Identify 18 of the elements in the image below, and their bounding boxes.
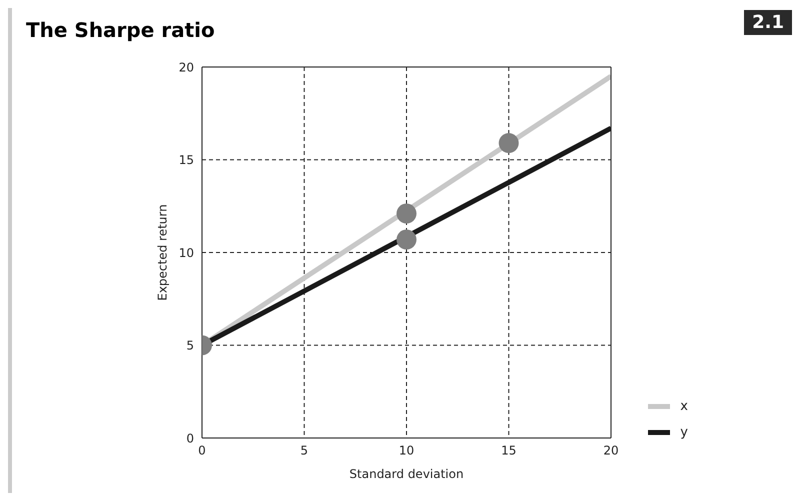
- x-tick-label: 10: [398, 444, 414, 458]
- point: [396, 230, 416, 250]
- y-axis-title: Expected return: [155, 204, 170, 301]
- x-tick-label: 20: [603, 444, 619, 458]
- chart-title: The Sharpe ratio: [26, 18, 215, 42]
- legend-label: y: [680, 424, 688, 440]
- y-tick-label: 5: [186, 338, 194, 353]
- x-tick-label: 5: [300, 444, 308, 458]
- y-tick-label: 10: [178, 246, 194, 260]
- y-tick-label: 0: [186, 431, 194, 446]
- x-tick-label: 0: [198, 444, 206, 458]
- text: 2.1: [744, 10, 792, 35]
- y-tick-label: 20: [178, 60, 194, 74]
- legend-label: x: [680, 398, 688, 414]
- y-tick-label: 15: [178, 153, 194, 168]
- x-tick-label: 15: [501, 444, 516, 458]
- x-axis-title: Standard deviation: [349, 467, 464, 481]
- point: [396, 204, 416, 224]
